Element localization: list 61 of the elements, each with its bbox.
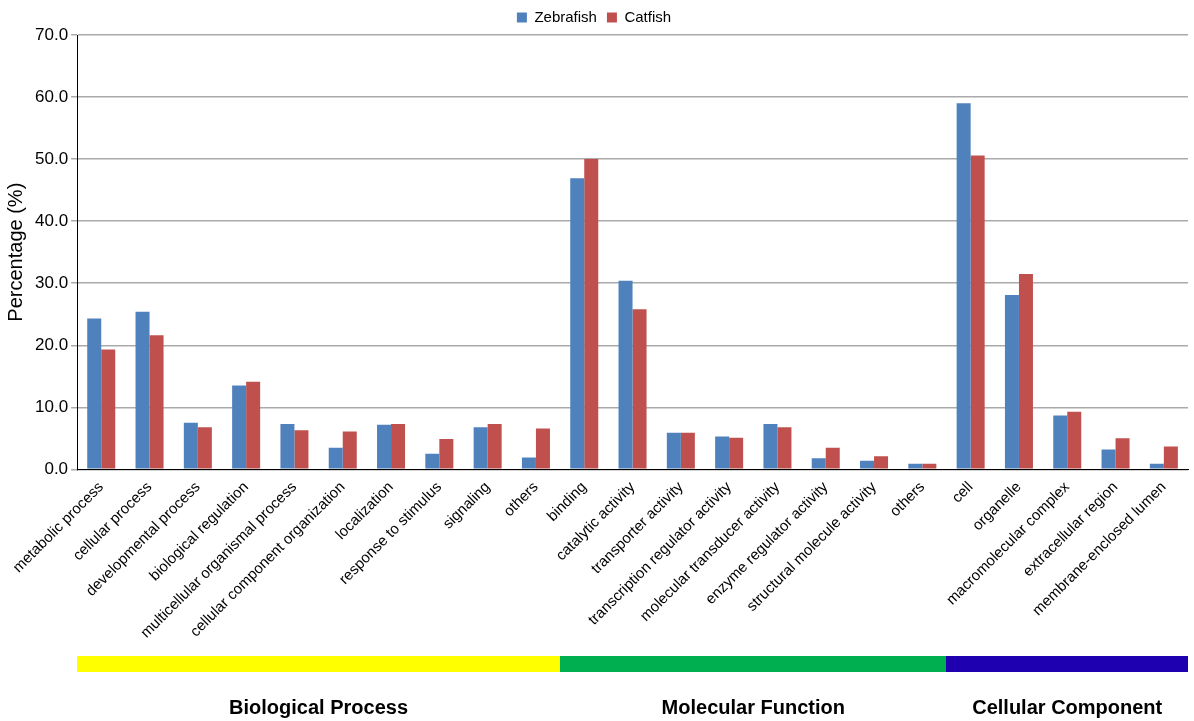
text: Biological Process	[229, 696, 409, 719]
bar	[874, 456, 889, 469]
bar	[391, 424, 406, 469]
y-tick-label: 40.0	[34, 210, 69, 230]
bar	[232, 385, 247, 469]
y-axis-title: Percentage (%)	[3, 182, 26, 322]
bar	[956, 103, 971, 469]
y-tick-label: 30.0	[34, 272, 69, 292]
bar	[487, 424, 502, 469]
bar	[811, 458, 826, 469]
bar	[970, 155, 985, 469]
bar	[825, 447, 840, 469]
text: Cellular Component	[972, 696, 1163, 719]
bar	[425, 453, 440, 469]
bar	[570, 178, 585, 469]
legend-label: Zebrafish	[534, 7, 597, 25]
bar	[294, 430, 309, 469]
bar	[763, 424, 778, 469]
bar	[618, 280, 633, 469]
bar	[729, 437, 744, 469]
bar	[860, 460, 875, 469]
bar	[922, 463, 937, 469]
bar	[1115, 438, 1130, 469]
bar	[1101, 449, 1116, 469]
bar	[101, 349, 116, 469]
bar	[1149, 463, 1164, 469]
bar	[908, 463, 923, 469]
y-tick-label: 0.0	[44, 459, 69, 479]
bar	[197, 427, 212, 469]
bar	[666, 432, 681, 469]
bar	[632, 309, 647, 469]
bar	[1163, 446, 1178, 469]
bar	[87, 318, 102, 469]
bar	[328, 447, 343, 469]
bar	[1053, 415, 1068, 469]
y-tick-label: 70.0	[34, 24, 69, 44]
bar	[342, 431, 357, 469]
text: Molecular Function	[661, 696, 845, 719]
bar	[521, 457, 536, 469]
legend-label: Catfish	[624, 7, 672, 25]
bar	[183, 422, 198, 469]
bar	[280, 424, 295, 469]
y-tick-label: 20.0	[34, 334, 69, 354]
bar	[377, 424, 392, 469]
bar	[473, 427, 488, 469]
bar	[135, 311, 150, 469]
bar	[439, 438, 454, 469]
bar	[1004, 295, 1019, 469]
y-tick-label: 60.0	[34, 86, 69, 106]
bar	[246, 381, 261, 469]
bar	[149, 335, 164, 469]
bar	[1018, 273, 1033, 469]
y-tick-label: 50.0	[34, 148, 69, 168]
bar	[680, 432, 695, 469]
x-tick-label: cell	[947, 477, 976, 506]
bar	[535, 428, 550, 469]
y-tick-label: 10.0	[34, 397, 69, 416]
bar	[715, 436, 730, 469]
bar	[777, 427, 792, 469]
bar	[584, 159, 599, 469]
bar	[1067, 411, 1082, 469]
